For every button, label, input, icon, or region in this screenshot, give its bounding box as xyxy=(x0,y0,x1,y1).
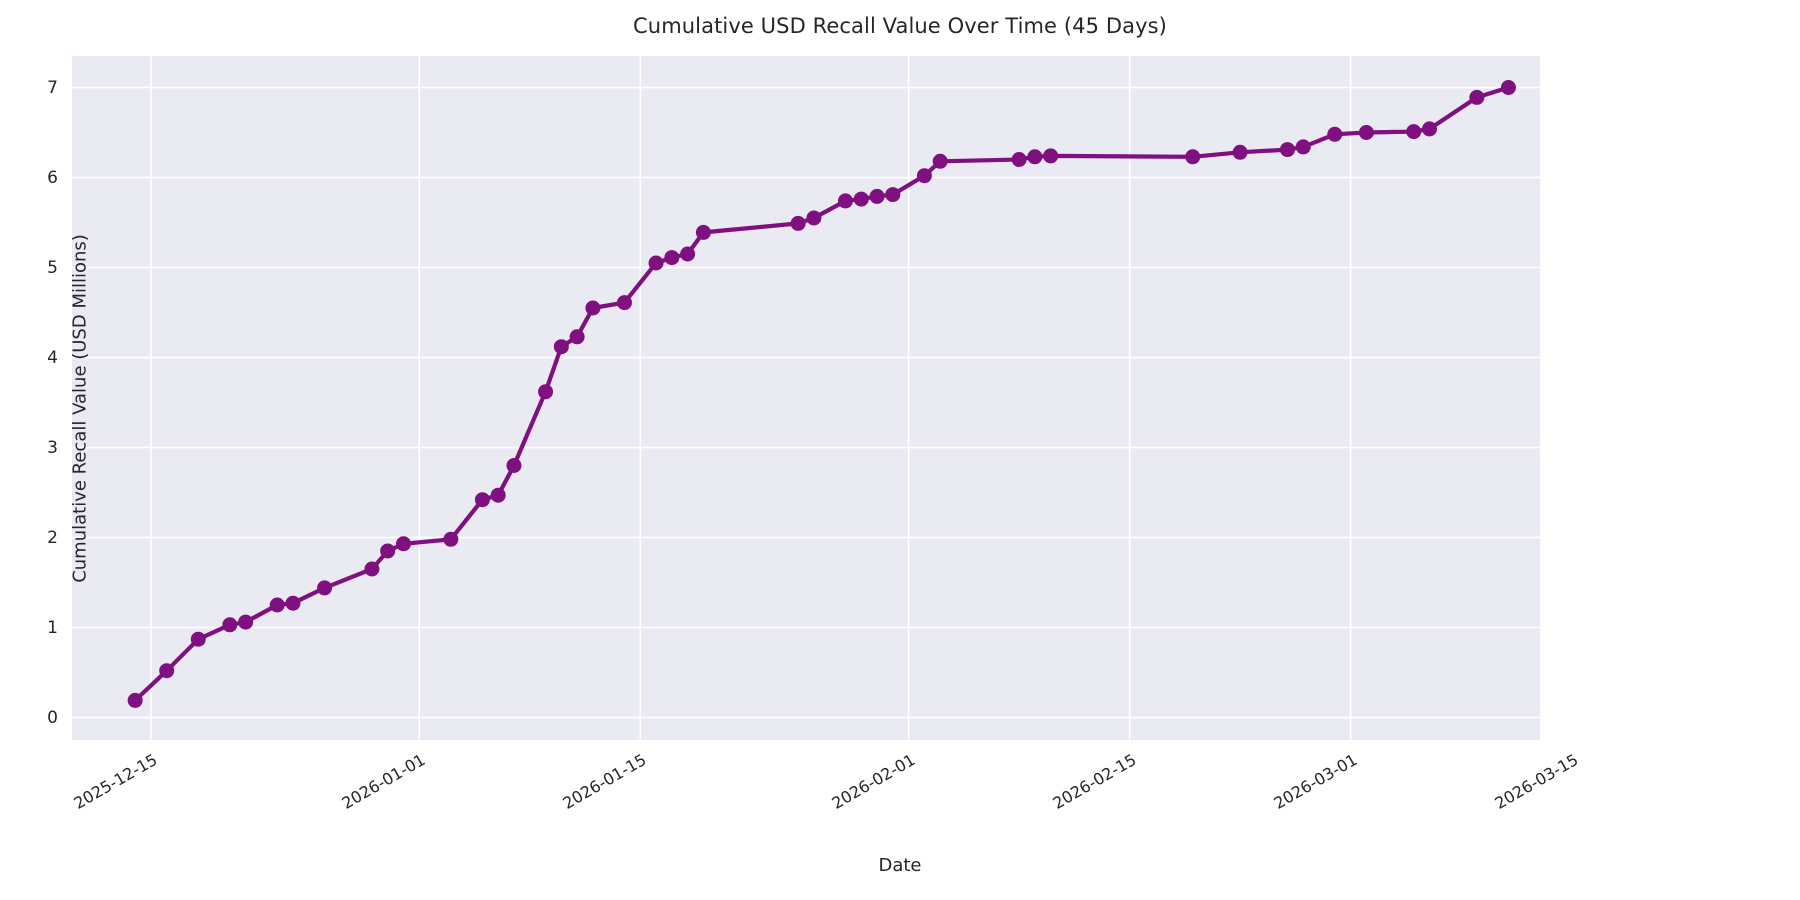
data-point xyxy=(885,187,901,203)
data-point xyxy=(1422,121,1438,137)
data-point xyxy=(585,300,601,316)
data-point xyxy=(159,663,175,679)
data-point xyxy=(1358,125,1374,140)
data-point xyxy=(1406,124,1422,140)
data-point xyxy=(395,536,411,552)
data-point xyxy=(664,250,680,266)
data-point xyxy=(916,168,932,184)
data-point xyxy=(474,492,490,508)
data-point xyxy=(269,597,285,613)
data-point xyxy=(695,224,711,240)
grid-lines xyxy=(72,56,1573,740)
data-point xyxy=(853,191,869,207)
x-tick-label: 2026-03-01 xyxy=(1270,750,1361,813)
data-point xyxy=(285,595,301,611)
data-point xyxy=(616,295,632,311)
data-point xyxy=(648,255,664,271)
data-point xyxy=(127,692,143,708)
data-point xyxy=(222,617,238,633)
data-point xyxy=(1500,80,1516,95)
data-point xyxy=(1043,148,1059,164)
x-tick-label: 2025-12-15 xyxy=(70,750,161,813)
y-axis-label: Cumulative Recall Value (USD Millions) xyxy=(69,234,91,583)
data-point xyxy=(506,458,522,473)
x-tick-label: 2026-03-15 xyxy=(1491,750,1582,813)
data-point xyxy=(680,246,696,262)
data-point xyxy=(443,531,459,547)
x-tick-label: 2026-01-15 xyxy=(559,750,650,813)
data-point xyxy=(1185,149,1201,165)
y-tick-label: 4 xyxy=(47,347,58,368)
data-point xyxy=(1027,149,1043,165)
data-point xyxy=(380,543,396,559)
data-point xyxy=(806,210,822,226)
x-tick-label: 2026-02-15 xyxy=(1049,750,1140,813)
data-point xyxy=(1295,139,1311,155)
plot-area xyxy=(72,56,1573,740)
y-tick-label: 1 xyxy=(47,617,58,638)
data-point xyxy=(1279,142,1295,158)
data-point xyxy=(490,487,506,503)
data-point xyxy=(1469,89,1485,105)
data-point xyxy=(837,193,853,209)
data-point xyxy=(1327,126,1343,142)
y-tick-label: 0 xyxy=(47,707,58,728)
y-tick-label: 3 xyxy=(47,437,58,458)
y-tick-label: 2 xyxy=(47,527,58,548)
data-point xyxy=(1011,152,1027,167)
x-tick-label: 2026-01-01 xyxy=(338,750,429,813)
data-point xyxy=(932,153,948,169)
y-tick-label: 6 xyxy=(47,167,58,188)
data-point xyxy=(538,384,554,400)
data-point xyxy=(869,188,885,204)
series-line-cumulative-recall-value xyxy=(127,80,1516,708)
data-point xyxy=(790,215,806,231)
data-point xyxy=(1232,144,1248,160)
data-point xyxy=(190,631,206,647)
data-point xyxy=(364,561,380,577)
data-point xyxy=(569,329,585,345)
data-point xyxy=(317,580,333,596)
x-axis-label: Date xyxy=(878,855,922,876)
data-point xyxy=(238,614,254,630)
y-tick-label: 5 xyxy=(47,257,58,278)
y-tick-label: 7 xyxy=(47,77,58,98)
data-point xyxy=(553,339,569,355)
chart-title: Cumulative USD Recall Value Over Time (4… xyxy=(633,14,1167,38)
x-tick-label: 2026-02-01 xyxy=(828,750,919,813)
